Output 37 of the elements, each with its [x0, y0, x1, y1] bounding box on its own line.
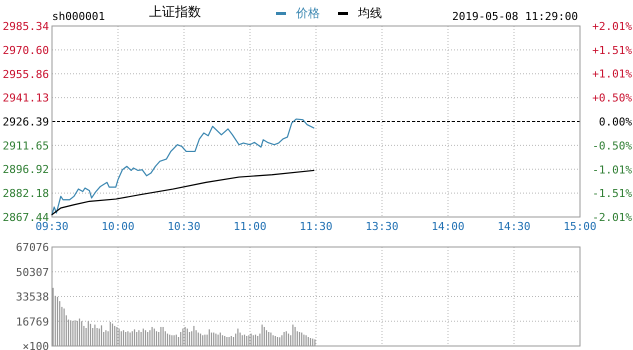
text: sh000001	[52, 10, 105, 23]
y-tick-label: 2970.60	[2, 44, 49, 57]
y-tick-label: 2955.86	[2, 68, 49, 81]
legend-label: 价格	[295, 6, 320, 20]
y-tick-label: 2985.34	[2, 20, 50, 33]
y2-tick-label: +0.50%	[592, 92, 632, 105]
x-tick-label: 11:00	[233, 220, 267, 233]
x-tick-label: 10:30	[167, 220, 201, 233]
y-axis-title: ×100	[22, 340, 49, 350]
legend-label: 均线	[357, 6, 382, 20]
y-tick-label: 2911.65	[2, 139, 49, 152]
line-series	[51, 170, 314, 216]
y-tick-label: 50307	[16, 266, 49, 279]
x-tick-label: 15:00	[563, 220, 597, 233]
y-tick-label: 67076	[16, 241, 49, 254]
y-tick-label: 33538	[16, 290, 49, 304]
y-tick-label: 2882.18	[2, 187, 49, 200]
y2-tick-label: +1.51%	[592, 44, 632, 57]
x-tick-label: 09:30	[35, 220, 69, 233]
y-tick-label: 16769	[16, 315, 49, 328]
y-tick-label: 2896.92	[2, 163, 49, 176]
text: 2019-05-08 11:29:00	[452, 10, 578, 23]
line-series	[51, 118, 314, 216]
y2-tick-label: -1.01%	[592, 163, 632, 176]
x-tick-label: 10:00	[101, 220, 135, 233]
chart-title: 上证指数	[149, 5, 201, 20]
y-tick-label: 2941.13	[2, 92, 49, 105]
y2-tick-label: +2.01%	[592, 20, 632, 33]
y2-tick-label: +1.01%	[592, 68, 632, 81]
y2-tick-label: -1.51%	[592, 187, 632, 200]
x-tick-label: 14:00	[431, 220, 465, 233]
y2-tick-label: -0.50%	[592, 139, 632, 152]
x-tick-label: 11:30	[299, 220, 333, 233]
y2-tick-label: 0.00%	[598, 116, 632, 128]
y-tick-label: 2926.39	[2, 116, 49, 128]
x-tick-label: 13:30	[365, 220, 399, 233]
x-tick-label: 14:30	[497, 220, 531, 233]
